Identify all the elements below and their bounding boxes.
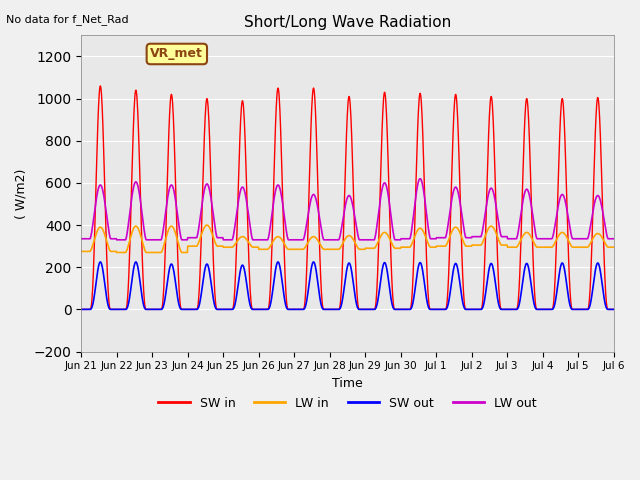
LW in: [610, 244, 618, 250]
SW in: [610, 307, 618, 312]
SW in: [431, 307, 438, 312]
LW in: [500, 242, 508, 248]
LW out: [500, 234, 508, 240]
Y-axis label: ( W/m2): ( W/m2): [15, 168, 28, 218]
SW in: [77, 307, 85, 312]
LW out: [547, 236, 555, 241]
LW in: [431, 244, 438, 250]
SW out: [196, 299, 204, 305]
Legend: SW in, LW in, SW out, LW out: SW in, LW in, SW out, LW out: [154, 392, 541, 415]
LW in: [77, 249, 85, 254]
SW out: [500, 307, 508, 312]
LW out: [417, 176, 424, 181]
Text: No data for f_Net_Rad: No data for f_Net_Rad: [6, 14, 129, 25]
SW in: [500, 307, 508, 312]
SW in: [196, 272, 204, 277]
SW out: [610, 307, 618, 312]
LW out: [113, 237, 120, 243]
X-axis label: Time: Time: [332, 377, 363, 390]
SW out: [183, 307, 191, 312]
SW in: [97, 83, 104, 89]
SW out: [97, 259, 104, 265]
LW out: [196, 216, 204, 222]
Text: VR_met: VR_met: [150, 48, 204, 60]
SW out: [431, 307, 438, 312]
LW in: [196, 236, 204, 242]
LW in: [547, 244, 555, 250]
Line: SW out: SW out: [81, 262, 614, 310]
LW in: [113, 250, 120, 255]
SW out: [256, 307, 264, 312]
LW in: [256, 246, 264, 252]
SW out: [77, 307, 85, 312]
Line: LW in: LW in: [81, 225, 614, 252]
LW out: [256, 237, 264, 243]
LW out: [431, 236, 438, 241]
Line: LW out: LW out: [81, 179, 614, 240]
Line: SW in: SW in: [81, 86, 614, 310]
LW in: [203, 222, 211, 228]
LW out: [610, 236, 618, 241]
LW out: [77, 236, 85, 241]
SW in: [256, 307, 264, 312]
SW in: [183, 307, 191, 312]
SW in: [547, 307, 555, 312]
SW out: [547, 307, 555, 312]
Title: Short/Long Wave Radiation: Short/Long Wave Radiation: [244, 15, 451, 30]
LW out: [183, 237, 191, 243]
LW in: [183, 250, 191, 255]
